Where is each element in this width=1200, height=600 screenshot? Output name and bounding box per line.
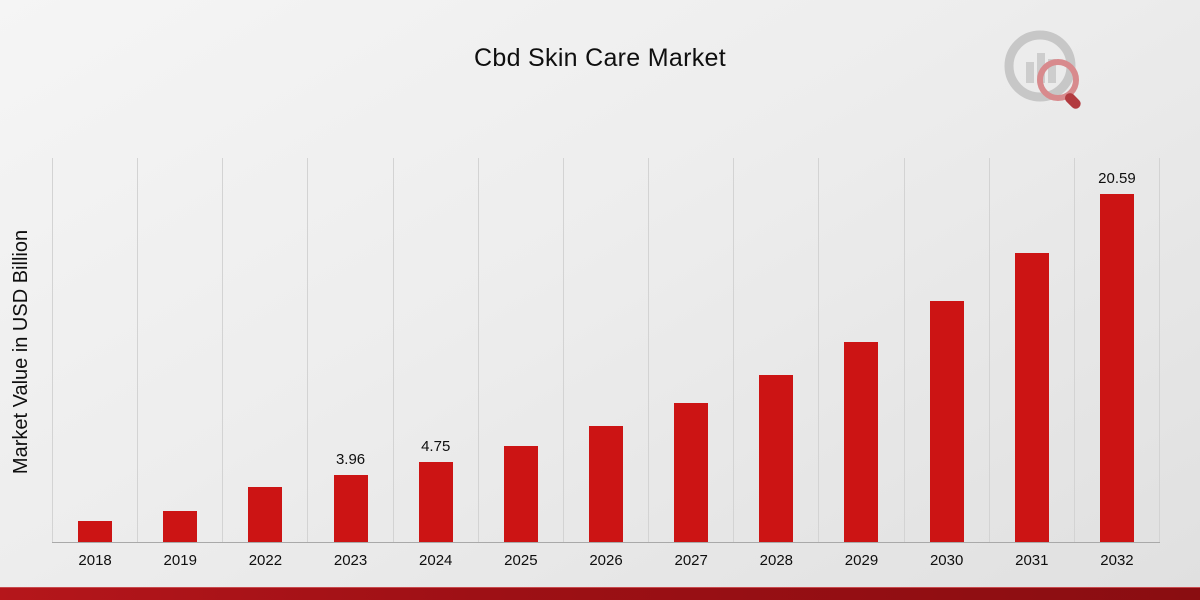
bar-column-2029: 2029 (818, 158, 903, 569)
plot-area: 2018 2019 2022 3.96 2023 4.75 2024 2025 2026 2027… (52, 158, 1161, 569)
brand-logo (998, 22, 1094, 118)
footer-accent-bar (0, 587, 1200, 600)
bar-2030 (929, 300, 964, 542)
bar-2024 (418, 461, 453, 542)
data-label-2023: 3.96 (335, 451, 366, 469)
bar-column-2031: 2031 (988, 158, 1074, 569)
bar-2028 (759, 375, 794, 542)
x-tick-2029: 2029 (844, 552, 879, 569)
data-label-2024: 4.75 (421, 437, 451, 455)
bar-column-2024: 4.75 2024 (392, 158, 478, 569)
x-tick-2023: 2023 (333, 552, 368, 569)
x-tick-2030: 2030 (929, 552, 964, 569)
bar-2022 (248, 486, 283, 542)
bar-column-2032: 20.59 2032 (1073, 158, 1161, 569)
x-tick-2022: 2022 (248, 552, 283, 569)
bar-2027 (674, 402, 709, 542)
bar-column-2023: 3.96 2023 (307, 158, 392, 569)
x-tick-2032: 2032 (1100, 552, 1134, 569)
x-tick-2028: 2028 (759, 552, 794, 569)
bar-2031 (1014, 252, 1049, 542)
x-tick-2018: 2018 (78, 552, 112, 569)
bar-column-2022: 2022 (222, 158, 307, 569)
data-label-2032: 20.59 (1098, 169, 1136, 187)
x-tick-2026: 2026 (589, 552, 623, 569)
bar-column-2030: 2030 (903, 158, 989, 569)
x-tick-2024: 2024 (419, 552, 453, 569)
bar-2026 (589, 426, 624, 542)
bar-2018 (78, 520, 113, 542)
bar-chart-magnifier-logo-icon (1004, 30, 1081, 109)
bar-column-2028: 2028 (733, 158, 818, 569)
bar-column-2026: 2026 (562, 158, 648, 569)
bar-2025 (503, 445, 538, 542)
chart-title: Cbd Skin Care Market (474, 44, 726, 72)
bar-column-2025: 2025 (477, 158, 563, 569)
x-tick-2031: 2031 (1015, 552, 1049, 569)
x-tick-2019: 2019 (163, 552, 197, 569)
x-tick-2027: 2027 (674, 552, 708, 569)
bar-column-2027: 2027 (648, 158, 733, 569)
bar-2032 (1099, 193, 1134, 542)
x-tick-2025: 2025 (504, 552, 538, 569)
bar-column-2018: 2018 (52, 158, 137, 569)
bar-2029 (844, 341, 879, 542)
bar-column-2019: 2019 (137, 158, 222, 569)
bar-2023 (333, 475, 368, 542)
y-axis-label: Market Value in USD Billion (10, 229, 32, 475)
bar-2019 (163, 511, 198, 542)
